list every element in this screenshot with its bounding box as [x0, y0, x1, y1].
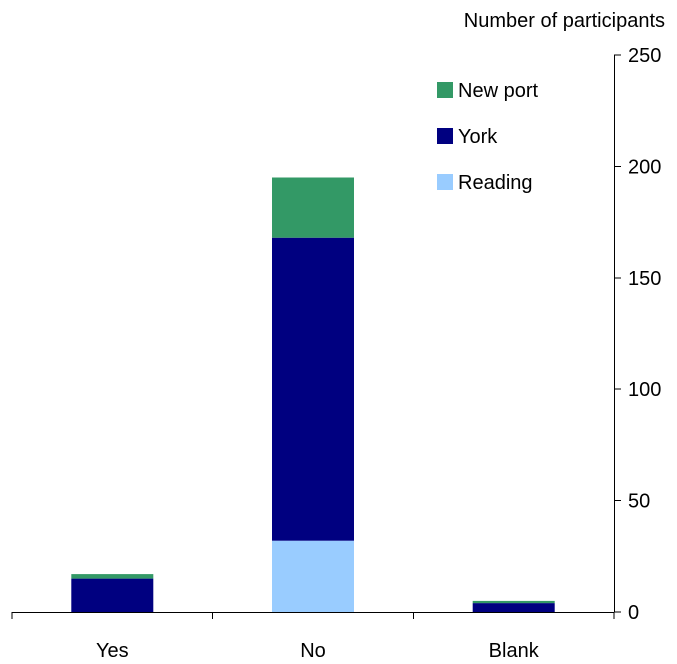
x-category-label: No — [300, 640, 326, 662]
x-category-label: Yes — [96, 640, 129, 662]
bar-yes-york — [71, 578, 154, 612]
legend-label-reading: Reading — [458, 172, 533, 194]
category-labels: Yes No Blank — [96, 640, 540, 662]
y-axis-title: Number of participants — [464, 10, 665, 32]
legend-label-york: York — [458, 126, 498, 148]
y-tick-label: 250 — [628, 45, 661, 67]
axes-layer — [12, 55, 615, 613]
y-tick-label: 100 — [628, 379, 661, 401]
bar-blank-york — [472, 603, 555, 612]
bar-no-reading — [272, 540, 354, 612]
legend: New port York Reading — [437, 80, 538, 194]
bars-layer — [71, 177, 555, 612]
y-tick-label: 150 — [628, 268, 661, 290]
legend-swatch-reading — [437, 174, 453, 190]
bar-no-new-port — [272, 177, 354, 238]
bar-blank-new-port — [472, 600, 555, 604]
legend-swatch-york — [437, 128, 453, 144]
y-tick-label: 0 — [628, 602, 639, 624]
x-category-label: Blank — [489, 640, 540, 662]
legend-label-new-port: New port — [458, 80, 538, 102]
bar-yes-new-port — [71, 574, 154, 579]
y-tick-label: 50 — [628, 491, 650, 513]
legend-swatch-new-port — [437, 82, 453, 98]
bar-no-york — [272, 237, 354, 541]
ticks-layer: 0 50 100 150 200 250 — [11, 45, 661, 624]
y-tick-label: 200 — [628, 156, 661, 178]
